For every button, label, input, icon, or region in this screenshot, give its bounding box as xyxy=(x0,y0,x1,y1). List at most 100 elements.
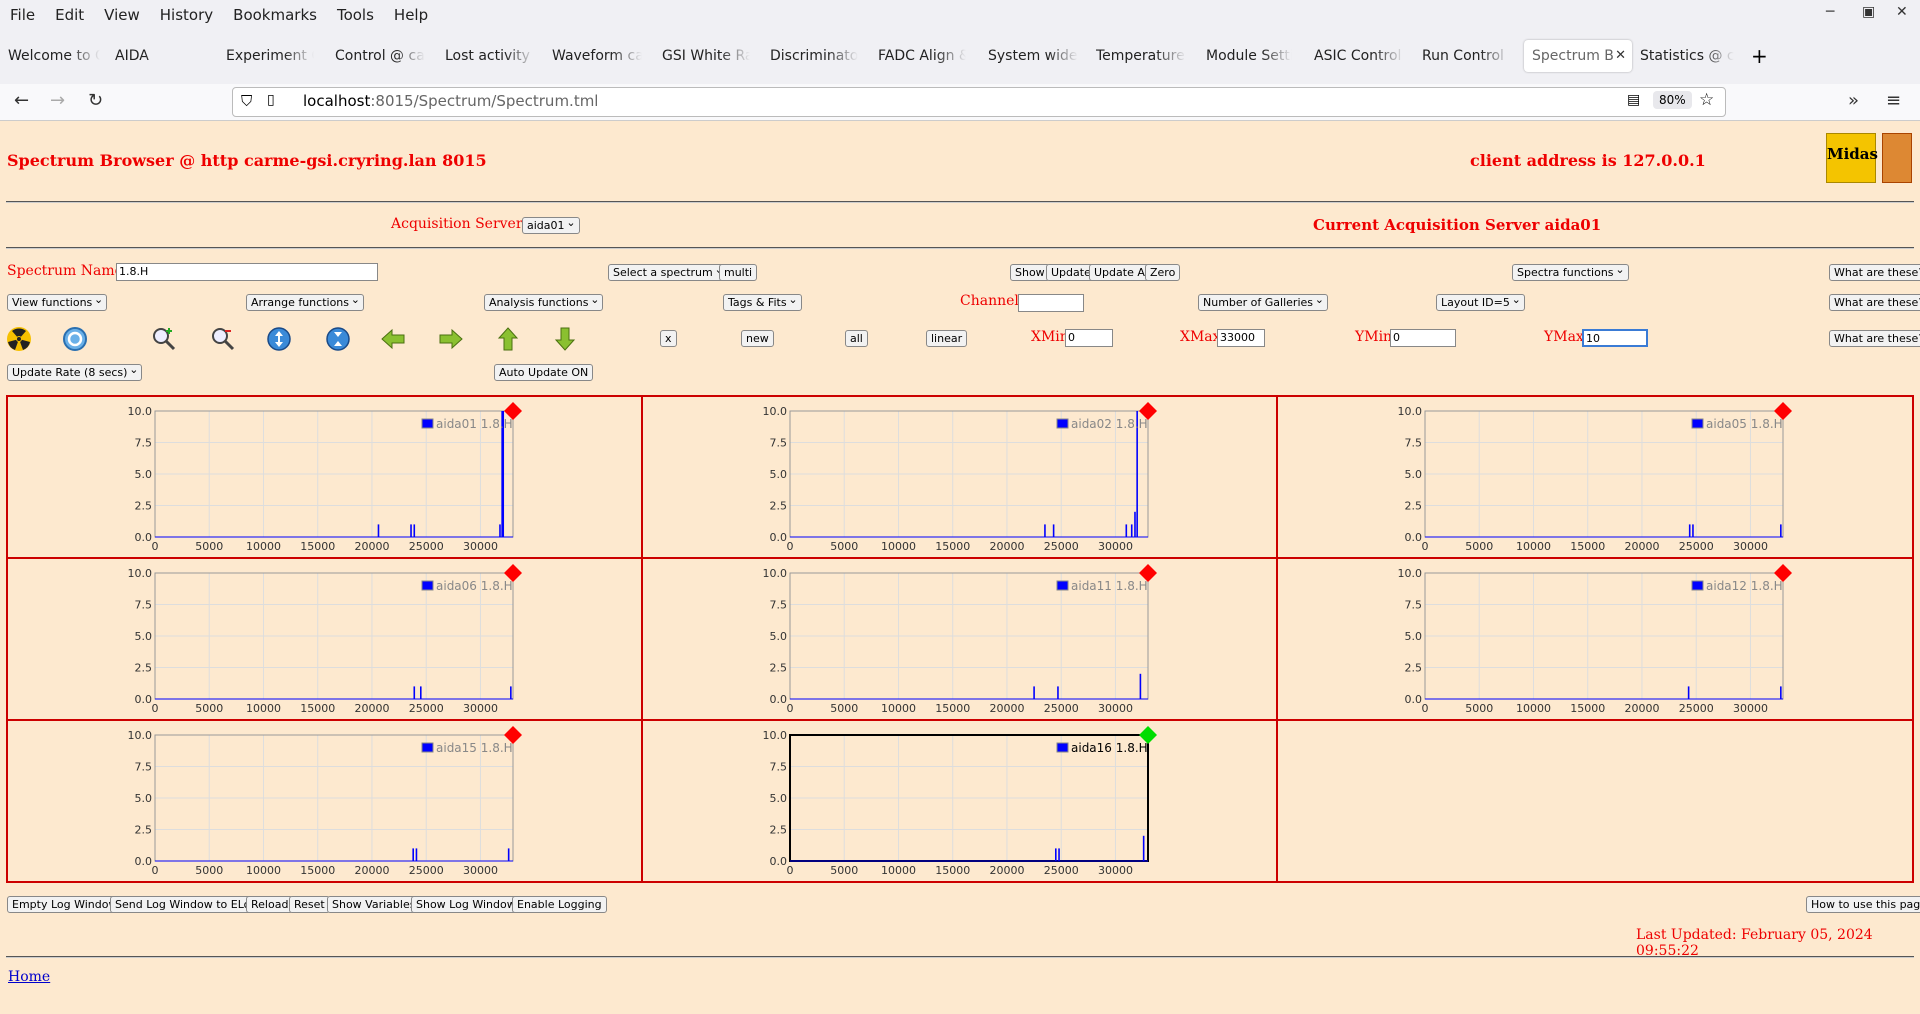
menu-help[interactable]: Help xyxy=(393,6,429,24)
new-button[interactable]: new xyxy=(741,330,774,347)
update-rate-dropdown[interactable]: Update Rate (8 secs) xyxy=(7,362,143,381)
x-button[interactable]: x xyxy=(660,330,677,347)
spectra-functions-dropdown[interactable]: Spectra functions xyxy=(1512,262,1629,281)
gallery-cell[interactable]: 0 5000 10000 15000 20000 25000 30000 0.0 2.5 5.0 7… xyxy=(643,397,1278,559)
maximize-icon[interactable]: ▣ xyxy=(1862,4,1876,20)
spectrum-chart[interactable]: 0 5000 10000 15000 20000 25000 30000 0.0 2.5 5.0 7… xyxy=(1278,559,1911,719)
tab-item[interactable]: AIDA xyxy=(115,40,175,72)
what-are-these-button[interactable]: What are these? xyxy=(1829,294,1920,311)
reload-icon[interactable]: ↻ xyxy=(88,90,104,111)
tab-item[interactable]: Waveform ca xyxy=(552,40,642,72)
gallery-cell[interactable]: 0 5000 10000 15000 20000 25000 30000 0.0 2.5 5.0 7… xyxy=(1278,559,1912,721)
hamburger-menu-icon[interactable]: ≡ xyxy=(1886,90,1902,111)
tab-item[interactable]: ASIC Control xyxy=(1314,40,1404,72)
gallery-cell[interactable]: 0 5000 10000 15000 20000 25000 30000 0.0 2.5 5.0 7… xyxy=(8,397,643,559)
xmax-input[interactable]: 33000 xyxy=(1217,329,1265,347)
arrange-functions-dropdown[interactable]: Arrange functions xyxy=(246,292,365,311)
footer-button[interactable]: Empty Log Window xyxy=(7,896,123,913)
update-button[interactable]: Update xyxy=(1046,264,1096,281)
analysis-functions-dropdown[interactable]: Analysis functions xyxy=(484,292,604,311)
show-button[interactable]: Show xyxy=(1010,264,1050,281)
number-of-galleries-dropdown[interactable]: Number of Galleries xyxy=(1198,292,1329,311)
tab-item[interactable]: GSI White Ra xyxy=(662,40,750,72)
zero-button[interactable]: Zero xyxy=(1145,264,1181,281)
update-all-button[interactable]: Update All xyxy=(1089,264,1156,281)
zoom-indicator[interactable]: 80% xyxy=(1653,91,1692,109)
what-are-these-button[interactable]: What are these? xyxy=(1829,264,1920,281)
overflow-chevron-icon[interactable]: » xyxy=(1848,90,1860,111)
tags-fits-dropdown[interactable]: Tags & Fits xyxy=(723,292,802,311)
menu-history[interactable]: History xyxy=(159,6,214,24)
arrow-down-icon[interactable] xyxy=(552,326,578,352)
arrow-right-icon[interactable] xyxy=(438,326,464,352)
layout-dropdown[interactable]: Layout ID=5 xyxy=(1436,292,1525,311)
select-spectrum-dropdown[interactable]: Select a spectrum xyxy=(608,262,728,281)
tab-item[interactable]: Lost activity n xyxy=(445,40,535,72)
xmin-input[interactable]: 0 xyxy=(1065,329,1113,347)
forward-icon[interactable]: → xyxy=(50,90,66,111)
gallery-cell[interactable]: 0 5000 10000 15000 20000 25000 30000 0.0 2.5 5.0 7… xyxy=(8,721,643,881)
reader-view-icon[interactable]: ▤ xyxy=(1627,92,1641,108)
footer-button[interactable]: Enable Logging xyxy=(512,896,607,913)
tab-item[interactable]: Run Control ( xyxy=(1422,40,1510,72)
tab-item[interactable]: Module Setti xyxy=(1206,40,1292,72)
radiation-icon[interactable] xyxy=(6,326,32,352)
spectrum-chart[interactable]: 0 5000 10000 15000 20000 25000 30000 0.0 2.5 5.0 7… xyxy=(1278,397,1911,557)
refresh-icon[interactable] xyxy=(62,326,88,352)
zoom-in-icon[interactable] xyxy=(151,326,177,352)
multi-button[interactable]: multi xyxy=(719,264,758,281)
new-tab-icon[interactable]: + xyxy=(1751,44,1768,68)
spectrum-name-input[interactable]: 1.8.H xyxy=(116,263,378,281)
menu-view[interactable]: View xyxy=(104,6,140,24)
arrow-up-icon[interactable] xyxy=(495,326,521,352)
arrow-left-icon[interactable] xyxy=(380,326,406,352)
gallery-cell[interactable]: 0 5000 10000 15000 20000 25000 30000 0.0 2.5 5.0 7… xyxy=(643,559,1278,721)
gallery-cell[interactable] xyxy=(1278,721,1912,881)
tab-item[interactable]: Spectrum B ✕ xyxy=(1524,40,1632,72)
compress-y-icon[interactable] xyxy=(325,326,351,352)
tab-item[interactable]: Control @ ca xyxy=(335,40,425,72)
spectrum-chart[interactable]: 0 5000 10000 15000 20000 25000 30000 0.0 2.5 5.0 7… xyxy=(643,559,1276,719)
acquisition-server-select[interactable]: aida01 xyxy=(522,215,580,234)
auto-update-button[interactable]: Auto Update ON xyxy=(494,364,594,381)
ymax-input[interactable]: 10 xyxy=(1582,329,1648,347)
view-functions-dropdown[interactable]: View functions xyxy=(7,292,108,311)
expand-y-icon[interactable] xyxy=(266,326,292,352)
zoom-out-icon[interactable] xyxy=(210,326,236,352)
tab-item[interactable]: Temperature xyxy=(1096,40,1186,72)
url-bar[interactable]: ⛉ ▯ localhost:8015/Spectrum/Spectrum.tml… xyxy=(232,87,1726,117)
channel-input[interactable] xyxy=(1018,294,1084,312)
menu-bookmarks[interactable]: Bookmarks xyxy=(233,6,317,24)
home-link[interactable]: Home xyxy=(8,969,51,985)
tab-item[interactable]: Experiment C xyxy=(226,40,314,72)
spectrum-chart[interactable]: 0 5000 10000 15000 20000 25000 30000 0.0 2.5 5.0 7… xyxy=(643,397,1276,557)
footer-button[interactable]: Reset xyxy=(289,896,330,913)
close-window-icon[interactable]: ✕ xyxy=(1896,4,1908,20)
spectrum-chart[interactable]: 0 5000 10000 15000 20000 25000 30000 0.0 2.5 5.0 7… xyxy=(8,721,641,881)
tab-item[interactable]: System wide xyxy=(988,40,1078,72)
tab-item[interactable]: Discriminato xyxy=(770,40,858,72)
tab-item[interactable]: Statistics @ c xyxy=(1640,40,1734,72)
tab-item[interactable]: FADC Align & xyxy=(878,40,966,72)
all-button[interactable]: all xyxy=(845,330,868,347)
linear-button[interactable]: linear xyxy=(926,330,968,347)
gallery-cell[interactable]: 0 5000 10000 15000 20000 25000 30000 0.0 2.5 5.0 7… xyxy=(1278,397,1912,559)
what-are-these-button[interactable]: What are these? xyxy=(1829,330,1920,347)
back-icon[interactable]: ← xyxy=(14,90,30,111)
gallery-cell[interactable]: 0 5000 10000 15000 20000 25000 30000 0.0 2.5 5.0 7… xyxy=(8,559,643,721)
menu-file[interactable]: File xyxy=(10,6,36,24)
minimize-icon[interactable]: ─ xyxy=(1826,4,1835,20)
gallery-cell[interactable]: 0 5000 10000 15000 20000 25000 30000 0.0 2.5 5.0 7… xyxy=(643,721,1278,881)
footer-button[interactable]: Send Log Window to ELog xyxy=(110,896,263,913)
footer-button[interactable]: Show Variables xyxy=(327,896,421,913)
footer-button[interactable]: Show Log Window xyxy=(411,896,521,913)
spectrum-chart[interactable]: 0 5000 10000 15000 20000 25000 30000 0.0 2.5 5.0 7… xyxy=(8,559,641,719)
bookmark-star-icon[interactable]: ☆ xyxy=(1699,90,1715,110)
footer-button[interactable]: Reload xyxy=(246,896,294,913)
menu-edit[interactable]: Edit xyxy=(55,6,85,24)
ymin-input[interactable]: 0 xyxy=(1390,329,1456,347)
tab-close-icon[interactable]: ✕ xyxy=(1615,48,1626,63)
menu-tools[interactable]: Tools xyxy=(336,6,374,24)
spectrum-chart[interactable]: 0 5000 10000 15000 20000 25000 30000 0.0 2.5 5.0 7… xyxy=(643,721,1276,881)
how-to-use-button[interactable]: How to use this page xyxy=(1806,896,1920,913)
